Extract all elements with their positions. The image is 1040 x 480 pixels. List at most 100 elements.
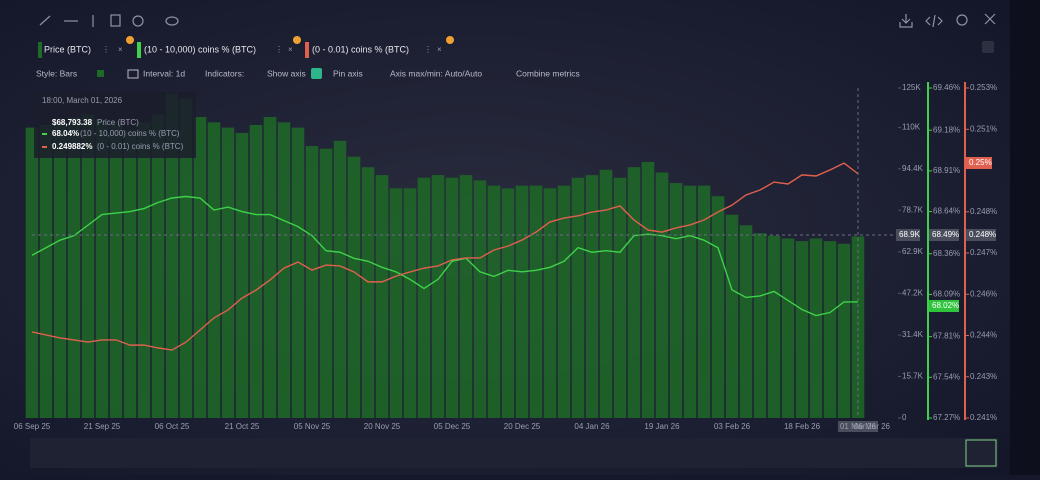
close[interactable]: [984, 13, 996, 25]
badge: [293, 36, 301, 44]
bar: [529, 185, 543, 418]
show-axis-control[interactable]: Show axis: [267, 68, 306, 78]
download[interactable]: [899, 14, 913, 28]
axis-tick-label: 67.27%: [933, 413, 960, 422]
navigator[interactable]: [30, 438, 998, 468]
tooltip-label: Price (BTC): [97, 118, 139, 127]
show-axis-checkbox[interactable]: [311, 68, 322, 79]
x-tick-label: 20 Dec 25: [504, 422, 541, 431]
tab-label[interactable]: Price (BTC): [44, 44, 91, 54]
tab-menu[interactable]: ⋮: [102, 45, 110, 54]
metric-tabs[interactable]: Price (BTC) ⋮ × (10 - 10,000) coins % (B…: [38, 36, 454, 58]
bar: [319, 148, 333, 418]
bar: [417, 177, 431, 418]
bar: [557, 185, 571, 418]
bar: [837, 243, 851, 418]
bar: [795, 241, 809, 418]
bar: [263, 117, 277, 418]
bar: [277, 122, 291, 418]
tooltip-value: 0.249882%: [52, 142, 92, 151]
bar: [305, 146, 319, 418]
axis-range-control[interactable]: Axis max/min: Auto/Auto: [390, 68, 482, 78]
settings[interactable]: [956, 14, 968, 26]
tab-close[interactable]: ×: [118, 45, 123, 54]
axis-tick-label: 67.54%: [933, 372, 960, 381]
tooltip-label: (0 - 0.01) coins % (BTC): [97, 142, 184, 151]
bar: [641, 161, 655, 419]
tab-label[interactable]: (0 - 0.01) coins % (BTC): [312, 44, 409, 54]
pin-axis-control[interactable]: Pin axis: [333, 68, 363, 78]
bar: [487, 185, 501, 418]
axis-tick-label: 125K: [902, 83, 921, 92]
crosshair-label: 0.248%: [969, 230, 996, 239]
axis-tick-label: 0.251%: [970, 124, 997, 133]
bar: [543, 188, 557, 418]
axis-tick-label: 68.64%: [933, 207, 960, 216]
bar: [585, 175, 599, 418]
bar: [165, 93, 179, 418]
axis-tick-label: 15.7K: [902, 372, 924, 381]
axis-tick-label: 0.244%: [970, 331, 997, 340]
interval-icon: [127, 69, 139, 79]
tool-visibility[interactable]: [165, 16, 179, 26]
axis-tick-label: 110K: [902, 123, 921, 132]
x-tick-label: 05 Dec 25: [434, 422, 471, 431]
tool-note[interactable]: [110, 14, 121, 27]
bar: [193, 117, 207, 418]
tab-menu[interactable]: ⋮: [275, 45, 283, 54]
x-tick-label: 01 Mar 26: [840, 422, 877, 431]
color-swatch[interactable]: [97, 70, 104, 77]
bar: [249, 124, 263, 419]
last-value-label: 0.25%: [969, 158, 992, 167]
bar: [781, 238, 795, 418]
tab-close[interactable]: ×: [288, 45, 293, 54]
bar: [739, 225, 753, 418]
line: [31, 162, 859, 351]
bar: [823, 241, 837, 418]
bar: [67, 117, 81, 418]
last-value-label: 68.02%: [932, 301, 959, 310]
axis-tick-label: 67.81%: [933, 332, 960, 341]
axis-tick-label: 68.91%: [933, 166, 960, 175]
axis-tick-label: 0.246%: [970, 289, 997, 298]
tool-emoji[interactable]: [132, 15, 144, 27]
tab-label[interactable]: (10 - 10,000) coins % (BTC): [144, 44, 256, 54]
axis-tick-label: 69.18%: [933, 125, 960, 134]
indicators-control[interactable]: Indicators:: [205, 68, 244, 78]
axis-tick-label: 0.247%: [970, 248, 997, 257]
embed[interactable]: [925, 14, 943, 28]
bar: [109, 122, 123, 418]
x-tick-label: 21 Oct 25: [225, 422, 260, 431]
crosshair-label: 68.49%: [932, 230, 959, 239]
x-tick-label: 20 Nov 25: [364, 422, 401, 431]
tooltip-value: 68.04%: [52, 129, 79, 138]
panel-toggle[interactable]: [982, 41, 994, 53]
tool-line[interactable]: [39, 15, 51, 26]
tooltip-label: (10 - 10,000) coins % (BTC): [80, 129, 180, 138]
style-control[interactable]: Style: Bars: [36, 68, 77, 78]
bar: [669, 183, 683, 418]
tab-color: [38, 42, 42, 58]
tab-close[interactable]: ×: [437, 45, 442, 54]
tooltip-box: [34, 92, 196, 158]
tab-menu[interactable]: ⋮: [424, 45, 432, 54]
bar: [445, 177, 459, 418]
bar: [95, 119, 109, 419]
axis-tick-label: 69.46%: [933, 83, 960, 92]
axis-tick-label: 0.243%: [970, 372, 997, 381]
last-value-box: [966, 157, 992, 169]
x-tick-label: 06 Oct 25: [155, 422, 190, 431]
bar: [291, 127, 305, 418]
navigator-window[interactable]: [965, 439, 997, 467]
crosshair-box: [929, 229, 959, 241]
interval-control[interactable]: Interval: 1d: [143, 68, 185, 78]
toolbar-icons[interactable]: [39, 13, 996, 28]
axis-tick-label: 0.248%: [970, 207, 997, 216]
bar: [403, 188, 417, 418]
combine-control[interactable]: Combine metrics: [516, 68, 580, 78]
bar: [81, 114, 95, 419]
controls[interactable]: Style: Bars Interval: 1d Indicators: Sho…: [36, 68, 580, 79]
bar: [137, 122, 151, 418]
bar: [473, 180, 487, 418]
